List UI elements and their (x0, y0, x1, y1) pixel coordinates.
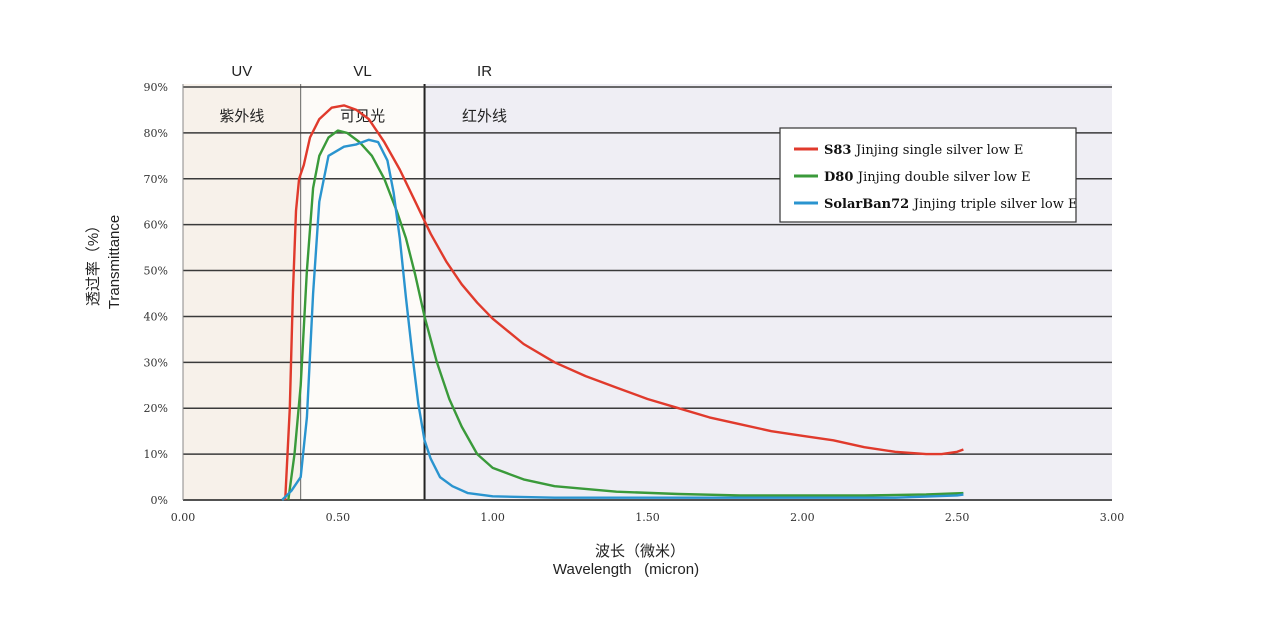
zone-label-uv: 紫外线 (219, 107, 264, 125)
zone-label-ir: 红外线 (462, 107, 507, 125)
series-line-solarban72 (281, 138, 964, 501)
y-tick-label: 80% (144, 127, 168, 140)
series-line-d80 (287, 129, 964, 501)
x-axis-title-en: Wavelength (micron) (553, 561, 699, 578)
region-label-uv: UV (231, 63, 252, 80)
y-tick-label: 60% (144, 219, 168, 232)
x-tick-label: 0.50 (326, 511, 351, 524)
x-tick-label: 1.50 (635, 511, 660, 524)
y-axis-title-en: Transmittance (106, 215, 123, 309)
y-tick-label: 70% (144, 173, 168, 186)
zone-label-vl: 可见光 (340, 107, 385, 125)
y-tick-label: 30% (144, 356, 168, 369)
legend-label-s83: S83 Jinjing single silver low E (824, 143, 1023, 158)
legend: S83 Jinjing single silver low E D80 Jinji… (779, 127, 1078, 223)
y-tick-label: 0% (151, 494, 168, 507)
x-tick-label: 1.00 (480, 511, 505, 524)
legend-label-solarban72: SolarBan72 Jinjing triple silver low E (824, 197, 1078, 212)
axis-ticks: 0.00 0.50 1.00 1.50 2.00 2.50 3.00 0% 10% 20% 30% 4… (144, 81, 1125, 524)
series-lines (281, 104, 964, 501)
legend-box (779, 127, 1077, 223)
y-axis-title-cn: 透过率（%） (85, 218, 102, 306)
x-tick-label: 2.50 (945, 511, 970, 524)
legend-label-d80: D80 Jinjing double silver low E (824, 170, 1031, 185)
x-axis-title-cn: 波长（微米） (595, 543, 685, 560)
x-tick-label: 2.00 (790, 511, 815, 524)
region-uv (183, 84, 301, 500)
region-label-ir: IR (477, 63, 492, 80)
y-tick-label: 10% (144, 448, 168, 461)
region-label-vl: VL (353, 63, 371, 80)
y-tick-label: 20% (144, 402, 168, 415)
y-tick-label: 90% (144, 81, 168, 94)
y-tick-label: 40% (144, 310, 168, 323)
y-tick-label: 50% (144, 265, 168, 278)
x-tick-label: 3.00 (1100, 511, 1125, 524)
x-tick-label: 0.00 (171, 511, 196, 524)
series-line-s83 (284, 104, 964, 501)
